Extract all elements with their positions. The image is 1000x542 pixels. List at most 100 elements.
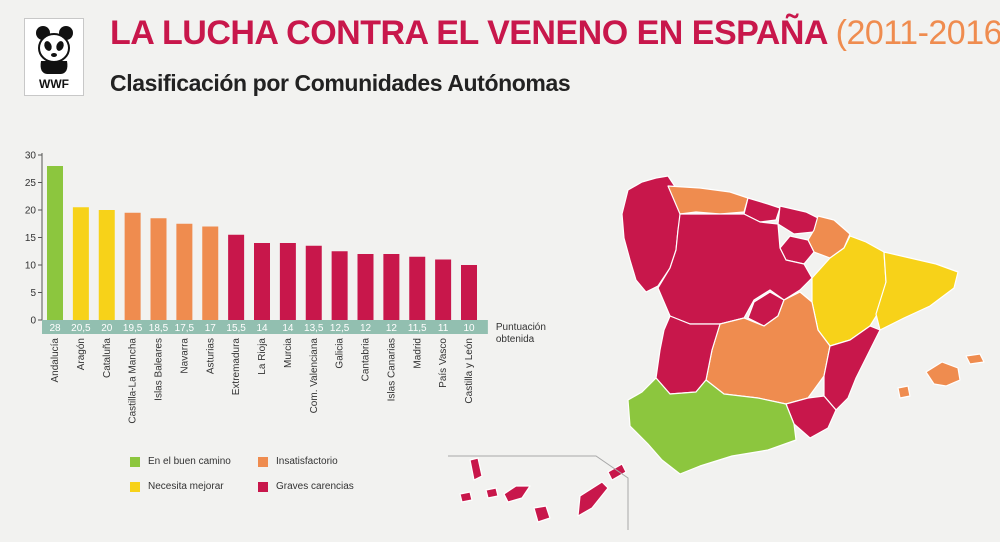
map-region-andalucia (627, 377, 797, 475)
bar-value-label: 11,5 (408, 323, 427, 334)
map-region-pais-vasco (777, 205, 819, 235)
bar (279, 243, 296, 320)
bar (124, 212, 141, 320)
bar-value-label: 18,5 (149, 323, 169, 334)
score-row-label: obtenida (496, 334, 535, 345)
bar-value-label: 19,5 (123, 323, 143, 334)
map-region-cataluna (875, 251, 959, 331)
y-tick-label: 15 (25, 233, 37, 244)
x-tick-label: La Rioja (257, 338, 268, 375)
legend-label: Graves carencias (276, 481, 354, 492)
score-row (42, 320, 488, 334)
bar-value-label: 11 (438, 323, 449, 334)
bar-value-label: 13,5 (304, 323, 324, 334)
y-tick-label: 0 (30, 316, 36, 327)
x-tick-label: Castilla-La Mancha (128, 338, 139, 424)
legend-item: Graves carencias (258, 481, 354, 492)
bar-value-label: 12,5 (330, 323, 350, 334)
island-lanzarote (607, 463, 627, 481)
map-region-asturias (667, 185, 749, 215)
bar-value-label: 28 (49, 323, 61, 334)
bar (357, 254, 374, 320)
bar-value-label: 10 (463, 323, 475, 334)
island-mallorca (925, 361, 961, 387)
legend-label: Necesita mejorar (148, 481, 224, 492)
x-tick-label: Aragón (76, 338, 87, 370)
y-tick-label: 20 (25, 206, 37, 217)
legend-swatch (258, 481, 268, 492)
bar (228, 234, 245, 320)
bar-value-label: 20,5 (71, 323, 91, 334)
bar (435, 259, 452, 320)
island-fuerteventura (577, 481, 609, 517)
bar (409, 256, 426, 320)
bar-value-label: 12 (386, 323, 398, 334)
x-tick-label: Islas Baleares (154, 338, 165, 401)
bar (47, 166, 63, 320)
bar (331, 251, 348, 320)
page-title: LA LUCHA CONTRA EL VENENO EN ESPAÑA (201… (110, 14, 1000, 53)
x-tick-label: Navarra (179, 338, 190, 374)
map-region-navarra (807, 215, 851, 259)
bar (383, 254, 400, 320)
bar-chart: 0 5 10 15 20 25 30 28 Andalucía 20,5 Aragón 20 Catal… (25, 151, 546, 424)
x-tick-label: Andalucía (50, 338, 61, 383)
map-region-castilla-la-mancha (705, 291, 831, 405)
legend-label: En el buen camino (148, 456, 231, 467)
bar-value-label: 17,5 (175, 323, 195, 334)
map-region-cantabria (743, 197, 781, 223)
y-tick-label: 25 (25, 178, 37, 189)
x-tick-label: Asturias (205, 338, 216, 374)
bar-value-label: 15,5 (226, 323, 246, 334)
x-tick-label: Cataluña (102, 338, 113, 378)
map-region-islas-baleares (897, 353, 985, 399)
map-region-la-rioja (779, 235, 815, 265)
legend-label: Insatisfactorio (276, 456, 338, 467)
x-tick-label: País Vasco (438, 338, 449, 388)
map-region-murcia (785, 395, 837, 439)
page-subtitle: Clasificación por Comunidades Autónomas (110, 70, 571, 96)
map-region-castilla-y-leon (657, 213, 813, 325)
y-tick-label: 10 (25, 261, 37, 272)
island-menorca (965, 353, 985, 365)
legend-item: Insatisfactorio (258, 456, 338, 467)
bar (176, 223, 193, 320)
title-years: (2011-2016) (835, 14, 1000, 52)
y-tick-label: 5 (30, 288, 36, 299)
y-tick-label: 30 (25, 151, 37, 162)
x-tick-label: Islas Canarias (386, 338, 397, 401)
x-tick-label: Cantabria (361, 338, 372, 382)
logo-text: WWF (39, 77, 69, 91)
x-tick-label: Madrid (412, 338, 423, 369)
bar (72, 207, 89, 320)
bar (98, 210, 115, 320)
x-tick-label: Extremadura (231, 338, 242, 396)
x-tick-label: Murcia (283, 338, 294, 368)
map-region-aragon (811, 235, 887, 347)
bar (461, 265, 477, 320)
x-tick-label: Galicia (335, 338, 346, 369)
legend-swatch (258, 456, 268, 467)
x-tick-label: Castilla y León (464, 338, 475, 404)
wwf-logo: WWF (24, 18, 84, 96)
bar (150, 218, 167, 320)
score-row-label: Puntuación (496, 322, 546, 333)
bar-value-label: 20 (101, 323, 113, 334)
island-ibiza (897, 385, 911, 399)
legend-item: Necesita mejorar (130, 481, 224, 492)
bar (202, 226, 219, 320)
map-region-madrid (747, 291, 785, 327)
x-tick-label: Com. Valenciana (309, 338, 320, 414)
bar-value-label: 12 (360, 323, 372, 334)
bar-value-label: 14 (282, 323, 294, 334)
map-region-galicia (621, 175, 683, 293)
map-region-com-valenciana (823, 325, 881, 411)
bar-value-label: 17 (205, 323, 217, 334)
legend-swatch (130, 456, 140, 467)
panda-icon (36, 26, 73, 74)
title-main: LA LUCHA CONTRA EL VENENO EN ESPAÑA (110, 14, 827, 52)
bar-value-label: 14 (256, 323, 268, 334)
legend-item: En el buen camino (130, 456, 231, 467)
bar (254, 243, 270, 320)
map-region-extremadura (655, 315, 721, 395)
